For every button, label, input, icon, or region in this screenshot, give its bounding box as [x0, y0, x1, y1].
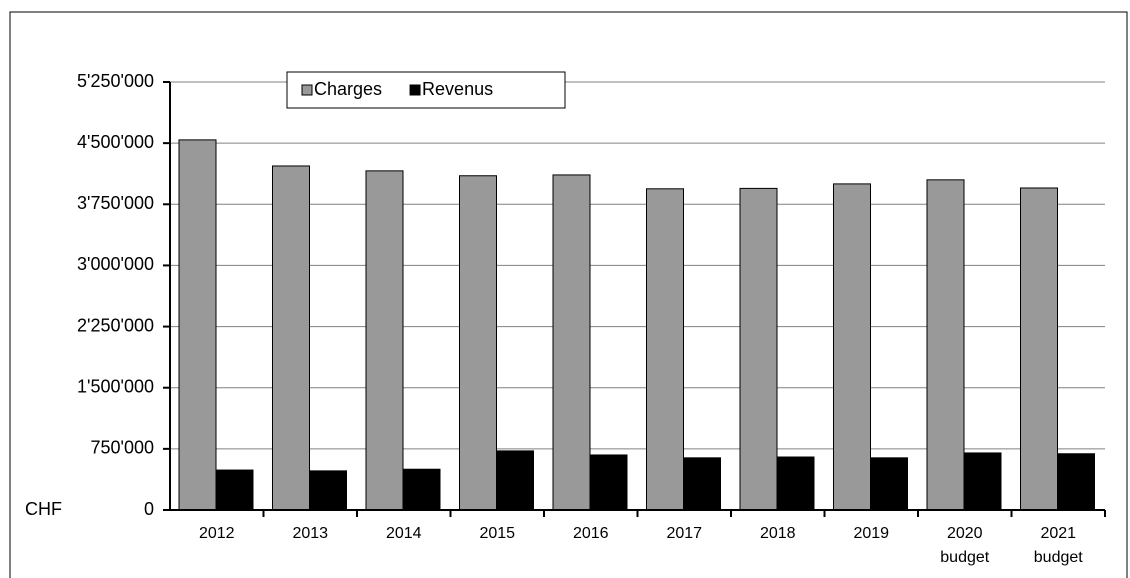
x-tick-label: 2012: [199, 525, 235, 542]
frame: [9, 11, 1128, 578]
x-tick-label: 2019: [853, 525, 889, 542]
y-axis-label: CHF: [25, 499, 62, 519]
bar: [496, 450, 534, 511]
bar: [365, 170, 404, 511]
bar: [1020, 187, 1058, 511]
bar: [870, 457, 908, 511]
y-tick-label: 0: [144, 499, 154, 519]
bar: [646, 188, 684, 511]
y-tick-label: 750'000: [90, 438, 154, 458]
legend-label: Revenus: [422, 79, 493, 99]
bar: [926, 179, 965, 511]
bar: [683, 457, 721, 511]
y-tick-label: 1'500'000: [77, 376, 154, 396]
y-tick-label: 3'750'000: [77, 193, 154, 213]
bar: [178, 139, 217, 511]
bar: [833, 183, 871, 511]
x-tick-label: 2020 budget: [940, 525, 989, 566]
bar: [272, 165, 310, 511]
x-tick-label: 2016: [573, 525, 609, 542]
y-tick-label: 4'500'000: [77, 132, 154, 152]
legend-swatch: [409, 84, 421, 96]
bar: [402, 468, 441, 511]
y-tick-label: 5'250'000: [77, 71, 154, 91]
bar: [215, 469, 254, 511]
bar: [552, 174, 591, 511]
x-tick-label: 2018: [760, 525, 796, 542]
x-tick-label: 2014: [386, 525, 422, 542]
bar: [963, 452, 1002, 511]
x-tick-label: 2017: [666, 525, 702, 542]
legend-swatch: [301, 84, 313, 96]
x-tick-label: 2013: [292, 525, 328, 542]
x-tick-label: 2015: [479, 525, 515, 542]
x-tick-label: 2021 budget: [1034, 525, 1083, 566]
bar: [776, 456, 815, 511]
y-tick-label: 3'000'000: [77, 254, 154, 274]
bar: [459, 175, 497, 511]
bar: [589, 454, 628, 511]
legend-box: [286, 71, 566, 109]
bar: [309, 470, 347, 511]
bar: [1057, 453, 1095, 511]
bar: [739, 187, 778, 511]
legend-label: Charges: [314, 79, 382, 99]
y-tick-label: 2'250'000: [77, 315, 154, 335]
